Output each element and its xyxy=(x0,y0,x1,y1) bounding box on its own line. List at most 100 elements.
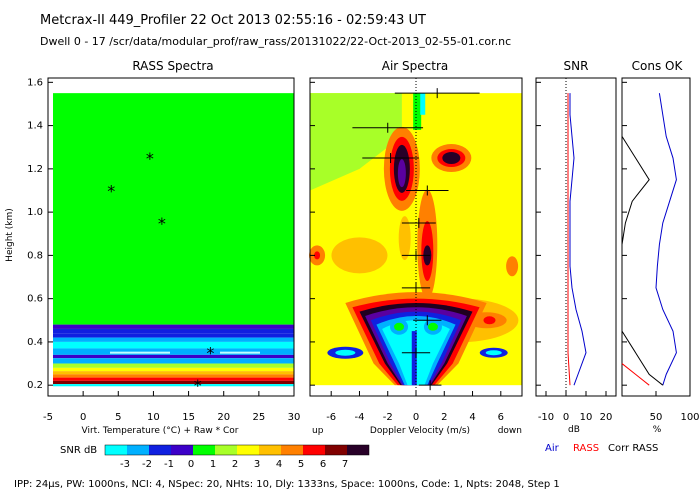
colorbar-cell xyxy=(215,445,237,455)
colorbar-tick-label: -1 xyxy=(164,459,174,470)
x-tick-label: 5 xyxy=(115,412,121,423)
rass-cor-point: * xyxy=(146,149,154,168)
cons-line-air xyxy=(655,93,677,386)
rass-y-ticks: 0.2 0.4 0.6 0.8 1.0 1.2 1.4 1.6 xyxy=(27,77,53,391)
air-contour xyxy=(506,256,519,277)
x-tick-label: 30 xyxy=(288,412,301,423)
rass-band xyxy=(53,380,294,385)
rass-cor-point: * xyxy=(206,344,214,363)
x-tick-label: 10 xyxy=(147,412,160,423)
air-contour xyxy=(442,152,461,165)
air-title: Air Spectra xyxy=(382,59,449,73)
x-tick-label: 20 xyxy=(217,412,230,423)
cons-line-corr xyxy=(621,136,664,386)
y-tick-label: 1.0 xyxy=(27,207,43,218)
air-contour xyxy=(310,93,402,191)
air-contour xyxy=(398,216,411,261)
rass-cor-point: * xyxy=(158,214,166,233)
x-tick-label: 2 xyxy=(441,412,447,423)
rass-band xyxy=(53,333,294,338)
air-contour xyxy=(483,316,496,325)
air-contour xyxy=(411,331,417,386)
air-spectra-panel xyxy=(309,77,523,397)
snr-title: SNR xyxy=(564,59,589,73)
air-contour xyxy=(427,322,438,331)
air-contour xyxy=(397,159,406,188)
air-contour xyxy=(331,237,388,274)
y-axis-label: Height (km) xyxy=(5,208,15,262)
legend-corr: Corr RASS xyxy=(608,443,658,454)
x-tick-label: -2 xyxy=(383,412,393,423)
x-tick-label: 0 xyxy=(80,412,86,423)
rass-band xyxy=(53,374,294,378)
colorbar-tick-label: 0 xyxy=(188,459,194,470)
x-tick-label: 20 xyxy=(600,412,613,423)
x-tick-label: -4 xyxy=(354,412,364,423)
colorbar-cell xyxy=(105,445,127,455)
colorbar-tick-label: -3 xyxy=(120,459,130,470)
colorbar-cell xyxy=(149,445,171,455)
y-tick-label: 0.6 xyxy=(27,294,43,305)
y-tick-label: 1.4 xyxy=(27,121,43,132)
air-contour xyxy=(485,350,502,356)
rass-band xyxy=(53,363,294,368)
air-contour xyxy=(413,93,422,130)
y-tick-label: 0.4 xyxy=(27,337,43,348)
x-tick-label: -5 xyxy=(43,412,53,423)
colorbar-cell xyxy=(281,445,303,455)
cons-y-ticks xyxy=(622,81,627,386)
x-tick-label: 100 xyxy=(680,412,699,423)
rass-x-label: Virt. Temperature (°C) + Raw * Cor xyxy=(82,426,239,436)
rass-band xyxy=(53,371,294,375)
colorbar-tick-label: 2 xyxy=(232,459,238,470)
rass-band xyxy=(53,324,294,329)
y-tick-label: 1.2 xyxy=(27,164,43,175)
air-x-label: Doppler Velocity (m/s) xyxy=(370,426,470,436)
x-tick-label: 50 xyxy=(650,412,663,423)
legend-rass: RASS xyxy=(573,443,599,454)
x-tick-label: -6 xyxy=(326,412,336,423)
x-tick-label: 6 xyxy=(498,412,504,423)
snr-db-label: SNR dB xyxy=(60,445,97,456)
rass-band xyxy=(53,328,294,334)
legend-air: Air xyxy=(545,443,560,454)
colorbar-cell xyxy=(237,445,259,455)
air-x-label-up: up xyxy=(312,426,324,436)
rass-cor-point: * xyxy=(107,181,115,200)
rass-band xyxy=(53,354,294,359)
rass-band xyxy=(53,348,294,355)
snr-colorbar xyxy=(104,444,370,456)
air-contour xyxy=(394,322,405,331)
colorbar-cell xyxy=(303,445,325,455)
colorbar-cell xyxy=(193,445,215,455)
snr-y-ticks xyxy=(536,81,541,386)
snr-x-label: dB xyxy=(568,425,580,435)
rass-band xyxy=(53,384,294,387)
air-x-label-down: down xyxy=(498,426,522,436)
snr-line-rass xyxy=(567,93,571,386)
cons-lines xyxy=(621,93,677,386)
cons-title: Cons OK xyxy=(632,59,684,73)
x-tick-label: 0 xyxy=(563,412,569,423)
air-contour xyxy=(314,251,321,260)
colorbar-tick-label: 5 xyxy=(298,459,304,470)
air-velocity-points xyxy=(352,88,480,391)
colorbar-tick-label: -2 xyxy=(142,459,152,470)
cons-x-ticks: 50 100 xyxy=(650,391,700,423)
rass-band xyxy=(53,377,294,381)
rass-field xyxy=(53,93,294,387)
snr-lines xyxy=(565,78,587,396)
x-tick-label: 15 xyxy=(182,412,195,423)
cons-line-rass xyxy=(621,363,650,386)
colorbar-tick-label: 3 xyxy=(254,459,260,470)
cons-x-label: % xyxy=(653,425,662,435)
rass-frame xyxy=(47,77,295,397)
snr-frame xyxy=(535,77,617,397)
x-tick-label: -10 xyxy=(538,412,554,423)
rass-band xyxy=(53,358,294,364)
rass-field-green xyxy=(53,93,294,325)
snr-x-ticks: -10 0 10 20 xyxy=(538,391,613,423)
colorbar-tick-label: 7 xyxy=(342,459,348,470)
x-tick-label: 25 xyxy=(252,412,265,423)
